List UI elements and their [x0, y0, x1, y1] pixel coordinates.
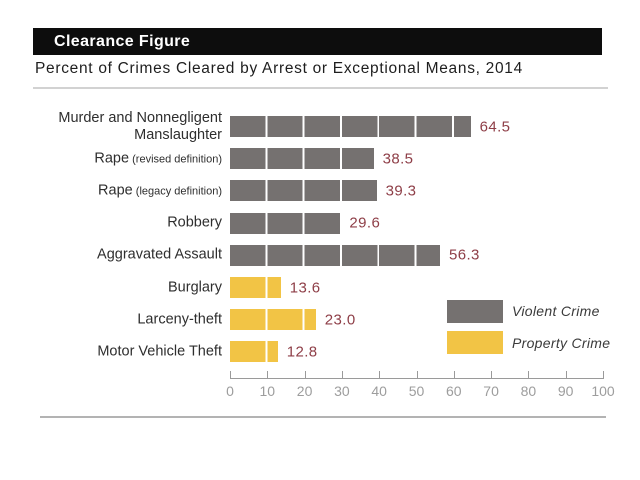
x-axis-tick-label: 0	[226, 383, 234, 399]
value-label: 29.6	[349, 214, 381, 232]
value-label: 64.5	[479, 118, 511, 135]
value-label: 39.3	[385, 182, 417, 200]
x-axis: 0 10 20 30 40 50 60 70 80 90 100	[226, 371, 615, 405]
x-axis-tick-label: 100	[591, 383, 615, 399]
category-label-detail: (legacy definition)	[132, 185, 222, 198]
x-axis-tick-label: 50	[408, 383, 425, 399]
x-axis-tick	[230, 371, 231, 379]
property-crime-bar	[230, 309, 316, 331]
x-axis-tick	[565, 371, 567, 379]
x-axis-tick	[453, 371, 455, 379]
x-axis-tick-label: 30	[334, 383, 350, 399]
chart-row: Rape (legacy definition) 39.3	[0, 180, 640, 202]
chart-title: Clearance Figure	[54, 32, 191, 50]
x-axis-tick-label: 60	[446, 383, 462, 399]
x-axis-tick	[304, 371, 306, 379]
category-label: Robbery	[167, 214, 222, 231]
property-crime-bar	[230, 277, 281, 298]
chart-row: Aggravated Assault 56.3	[0, 244, 640, 266]
property-crime-legend-swatch	[447, 331, 503, 354]
violent-crime-legend-swatch	[447, 300, 503, 323]
violent-crime-bar	[230, 180, 377, 202]
property-crime-bar	[230, 341, 278, 363]
x-axis-tick-label: 90	[557, 383, 574, 399]
category-label: Murder and Nonnegligent Manslaughter	[58, 109, 222, 143]
category-label: Rape (legacy definition)	[98, 182, 222, 199]
violent-crime-legend-label: Violent Crime	[512, 303, 600, 319]
x-axis-tick	[603, 371, 604, 379]
chart-row: Rape (revised definition) 38.5	[0, 148, 640, 170]
value-label: 38.5	[382, 150, 414, 168]
value-label: 13.6	[289, 279, 321, 296]
violent-crime-bar	[230, 116, 471, 137]
x-axis-tick-label: 70	[483, 383, 499, 399]
chart-row: Murder and Nonnegligent Manslaughter 64.5	[0, 109, 640, 142]
x-axis-tick-label: 40	[371, 383, 387, 399]
x-axis-tick-label: 20	[296, 383, 313, 399]
category-label: Larceny-theft	[137, 311, 222, 328]
chart-row: Motor Vehicle Theft 12.8	[0, 341, 640, 363]
x-axis-tick-label: 10	[259, 383, 276, 399]
chart-subtitle: Percent of Crimes Cleared by Arrest or E…	[35, 60, 523, 77]
x-axis-tick	[379, 371, 381, 379]
category-label: Motor Vehicle Theft	[97, 343, 222, 360]
value-label: 12.8	[286, 343, 318, 361]
violent-crime-bar	[230, 212, 341, 234]
chart-row: Larceny-theft 23.0	[0, 309, 640, 331]
category-label: Rape (revised definition)	[94, 150, 222, 167]
top-divider	[33, 87, 608, 89]
category-label-detail: (revised definition)	[129, 153, 222, 166]
x-axis-tick-label: 80	[520, 383, 537, 399]
category-label: Aggravated Assault	[97, 246, 222, 263]
violent-crime-bar	[230, 148, 374, 170]
title-bar: Clearance Figure	[33, 28, 602, 55]
x-axis-tick	[416, 371, 418, 379]
chart-row: Burglary 13.6	[0, 277, 640, 298]
property-crime-legend-label: Property Crime	[512, 335, 611, 351]
chart-row: Robbery 29.6	[0, 212, 640, 234]
category-label: Burglary	[168, 278, 222, 295]
value-label: 23.0	[324, 311, 356, 329]
x-axis-tick	[341, 371, 343, 379]
bottom-divider	[40, 416, 606, 418]
x-axis-tick	[491, 371, 493, 379]
violent-crime-bar	[230, 244, 440, 266]
x-axis-tick	[267, 371, 269, 379]
value-label: 56.3	[448, 246, 480, 264]
x-axis-tick	[528, 371, 530, 379]
